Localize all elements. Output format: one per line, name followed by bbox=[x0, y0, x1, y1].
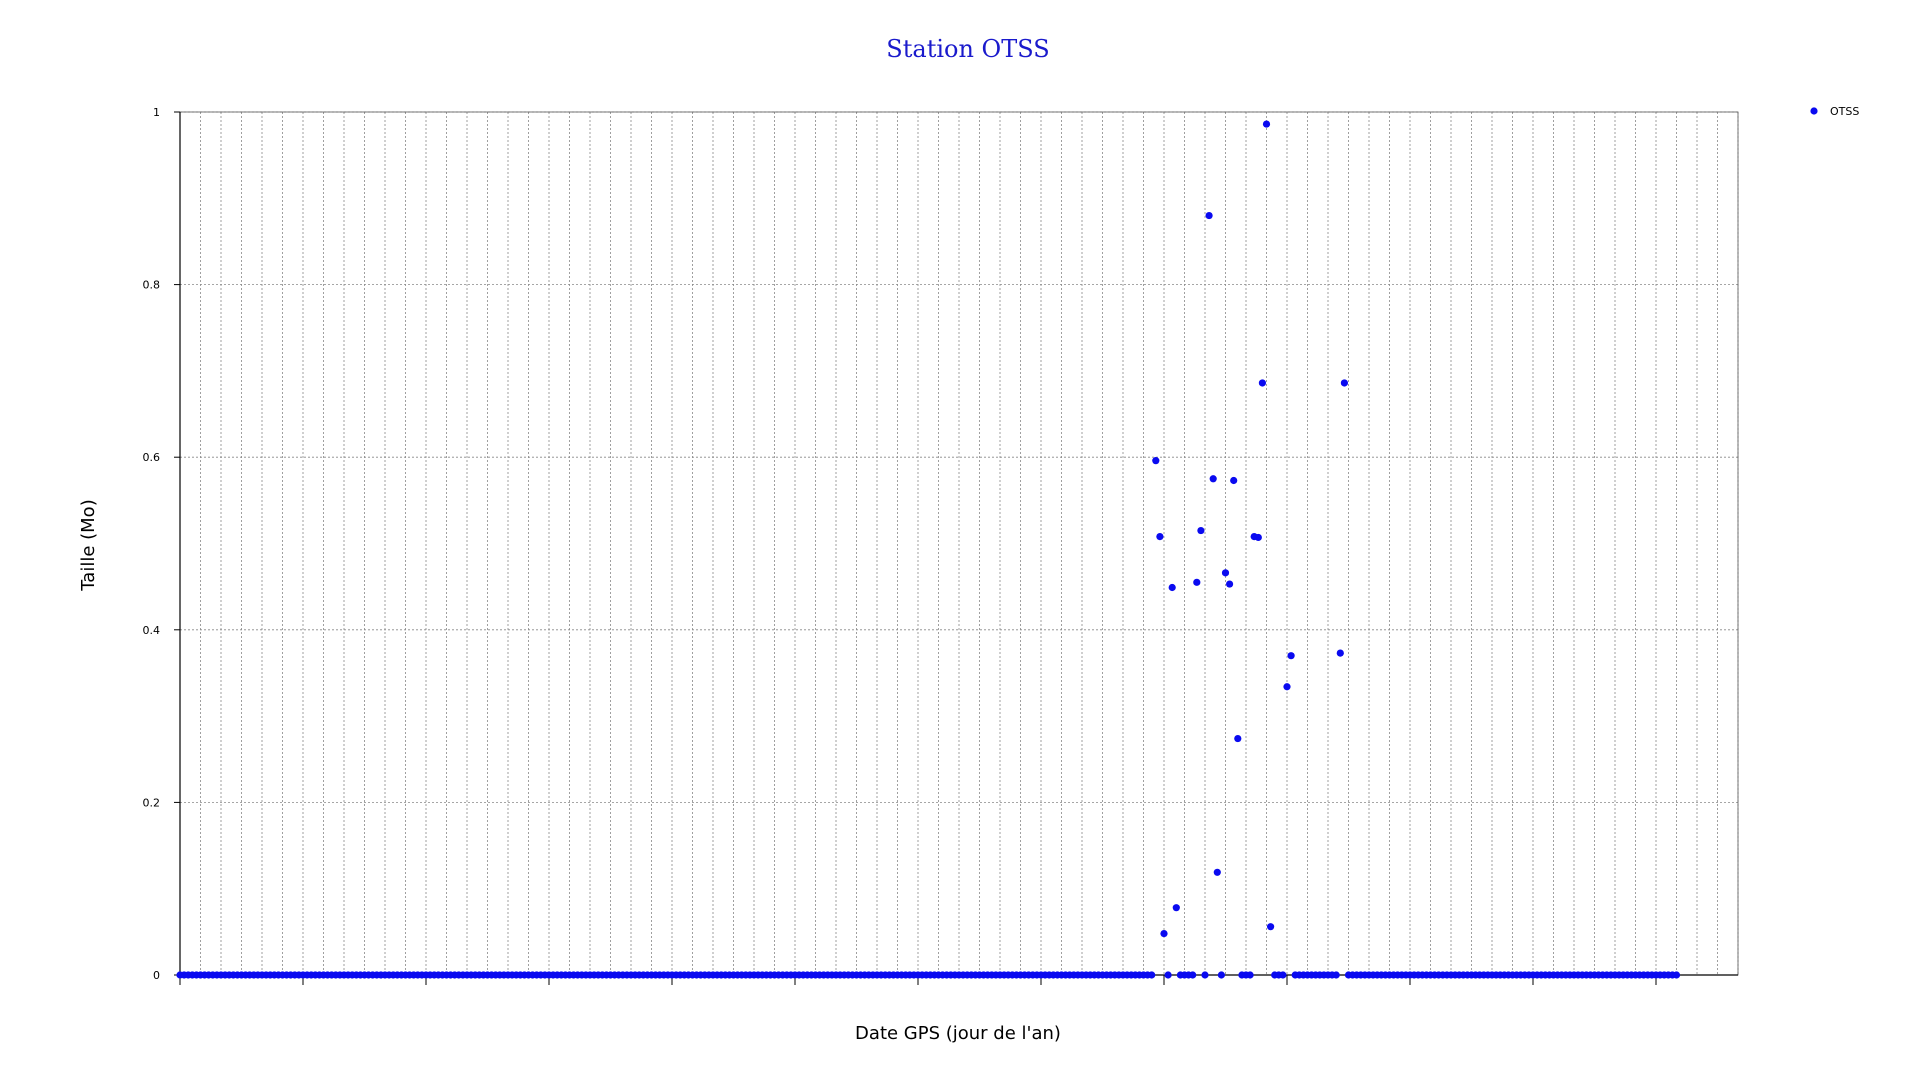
data-point bbox=[1160, 929, 1168, 938]
y-tick-label: 0.4 bbox=[143, 624, 161, 637]
data-point bbox=[1258, 379, 1266, 387]
x-axis-title: Date GPS (jour de l'an) bbox=[855, 1023, 1061, 1044]
data-point bbox=[1234, 734, 1242, 743]
y-tick-label: 0.6 bbox=[143, 451, 161, 464]
data-point bbox=[1262, 120, 1271, 128]
legend: OTSS bbox=[1810, 105, 1859, 118]
data-point bbox=[1164, 971, 1172, 979]
data-point bbox=[1672, 971, 1681, 979]
data-point bbox=[1193, 578, 1201, 586]
data-point bbox=[1332, 971, 1340, 979]
data-point bbox=[1340, 379, 1348, 387]
data-point bbox=[1230, 476, 1238, 485]
chart-title: Station OTSS bbox=[886, 35, 1049, 63]
data-point bbox=[1168, 583, 1176, 592]
grid bbox=[179, 111, 1739, 976]
data-point bbox=[1148, 971, 1156, 979]
data-point bbox=[1246, 971, 1254, 979]
data-point bbox=[1172, 904, 1180, 912]
series-otss bbox=[176, 120, 1681, 979]
legend-marker-otss bbox=[1810, 107, 1818, 115]
data-point bbox=[1287, 652, 1295, 660]
legend-label-otss: OTSS bbox=[1830, 105, 1859, 118]
data-point bbox=[1197, 526, 1205, 535]
data-point bbox=[1201, 971, 1209, 979]
data-point bbox=[1279, 971, 1287, 979]
data-point bbox=[1189, 971, 1197, 979]
y-tick-label: 1 bbox=[153, 106, 160, 119]
data-point bbox=[1152, 457, 1160, 465]
y-tick-labels: 0 0.2 0.4 0.6 0.8 1 bbox=[143, 106, 180, 982]
y-tick-label: 0 bbox=[153, 969, 160, 982]
data-point bbox=[1283, 683, 1291, 691]
y-axis-title: Taille (Mo) bbox=[78, 499, 99, 591]
data-point bbox=[1156, 532, 1164, 541]
y-tick-label: 0.8 bbox=[143, 279, 161, 292]
data-point bbox=[1336, 649, 1344, 657]
data-point bbox=[1254, 533, 1262, 542]
data-point bbox=[1226, 580, 1234, 588]
data-point bbox=[1217, 971, 1225, 979]
data-point bbox=[1205, 211, 1213, 220]
data-point bbox=[1213, 868, 1221, 876]
data-point bbox=[1221, 569, 1230, 577]
data-point bbox=[1209, 475, 1217, 483]
y-tick-label: 0.2 bbox=[143, 796, 161, 809]
data-point bbox=[1267, 923, 1275, 931]
